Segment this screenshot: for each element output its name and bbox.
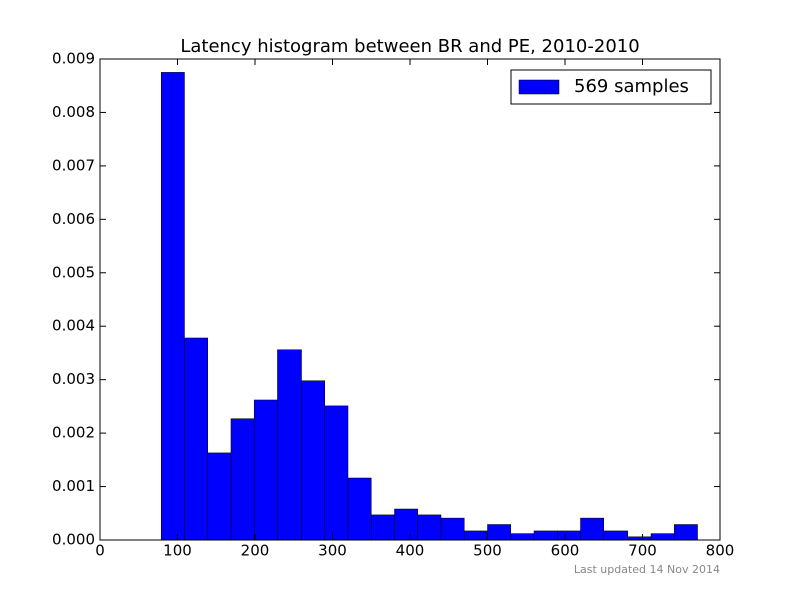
y-tick-label: 0.006 — [52, 210, 95, 228]
x-tick-label: 600 — [551, 542, 580, 560]
bar — [674, 524, 698, 541]
bar — [440, 517, 465, 541]
y-tick-label: 0.004 — [52, 317, 95, 335]
bar — [160, 72, 185, 541]
y-tick-label: 0.007 — [52, 156, 95, 174]
bar — [603, 530, 629, 541]
y-tick-label: 0.003 — [52, 370, 95, 388]
x-tick-label: 300 — [318, 542, 347, 560]
y-tick-label: 0.005 — [52, 263, 95, 281]
footnote: Last updated 14 Nov 2014 — [574, 563, 720, 576]
bar — [417, 514, 442, 541]
y-tick-label: 0.009 — [52, 50, 95, 68]
x-tick-label: 200 — [241, 542, 270, 560]
bar — [371, 514, 395, 541]
bar — [510, 533, 535, 541]
bar — [464, 530, 488, 541]
bar — [324, 405, 349, 541]
y-tick-label: 0.001 — [52, 477, 95, 495]
bar — [347, 477, 372, 541]
legend-label: 569 samples — [574, 76, 689, 97]
x-tick-label: 0 — [95, 542, 105, 560]
bar — [230, 418, 255, 541]
x-tick-label: 800 — [706, 542, 735, 560]
legend-swatch — [518, 79, 560, 95]
y-tick-label: 0.008 — [52, 103, 95, 121]
y-tick-label: 0.000 — [52, 531, 95, 549]
bar — [394, 508, 418, 541]
x-tick-label: 100 — [163, 542, 192, 560]
bar — [650, 533, 675, 541]
bar — [487, 524, 511, 541]
bar — [277, 349, 302, 541]
bar — [533, 530, 558, 541]
x-tick-label: 500 — [473, 542, 502, 560]
x-tick-label: 700 — [628, 542, 657, 560]
bar — [301, 380, 325, 541]
y-tick-label: 0.002 — [52, 424, 95, 442]
chart-title: Latency histogram between BR and PE, 201… — [180, 36, 639, 57]
bar — [184, 337, 208, 541]
bar — [207, 452, 232, 541]
x-tick-label: 400 — [396, 542, 425, 560]
bar — [253, 399, 278, 541]
bar — [557, 530, 581, 541]
bar — [580, 517, 604, 541]
